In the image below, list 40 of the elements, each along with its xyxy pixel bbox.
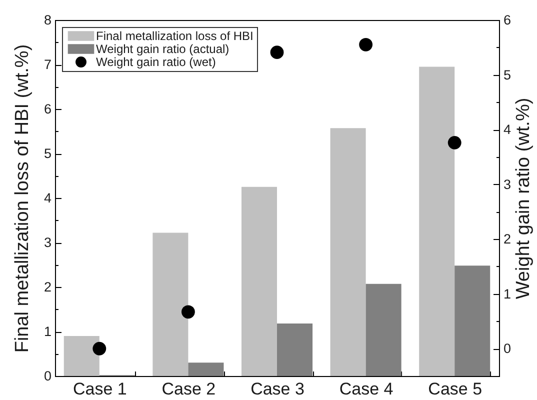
y-tick-label: 7 xyxy=(44,57,52,72)
legend-label: Weight gain ratio (actual) xyxy=(96,42,230,56)
y2-axis-title: Weight gain ratio (wt.%) xyxy=(513,98,534,300)
y-tick-label: 3 xyxy=(44,235,52,250)
bar xyxy=(64,336,100,376)
y-tick-label: 5 xyxy=(44,146,52,161)
point xyxy=(181,305,195,319)
y-tick-label: 4 xyxy=(44,190,52,206)
x-tick-label: Case 4 xyxy=(339,380,394,398)
y-tick-label: 2 xyxy=(44,280,52,294)
y2-tick-label: 4 xyxy=(504,122,512,138)
legend-label: Weight gain ratio (wet) xyxy=(96,55,216,69)
bar xyxy=(277,323,313,376)
bar xyxy=(454,266,490,376)
y-axis-title: Final metallization loss of HBI (wt.%) xyxy=(12,44,33,353)
y-tick-label: 6 xyxy=(44,102,52,116)
point xyxy=(92,342,106,356)
y2-tick-label: 0 xyxy=(504,341,512,356)
x-tick-label: Case 1 xyxy=(72,380,127,398)
point xyxy=(448,136,462,150)
y-tick-label: 0 xyxy=(44,368,52,384)
legend-label: Final metallization loss of HBI xyxy=(96,29,254,43)
bar xyxy=(366,284,402,376)
y-tick-label: 1 xyxy=(44,324,52,339)
bar xyxy=(241,186,277,376)
bar xyxy=(188,362,224,376)
y2-tick-label: 3 xyxy=(504,176,512,192)
bar xyxy=(152,232,188,376)
x-tick-label: Case 2 xyxy=(162,380,216,398)
y2-tick-label: 5 xyxy=(504,67,512,82)
y2-tick-label: 1 xyxy=(504,286,512,302)
x-tick-label: Case 3 xyxy=(250,380,304,398)
y-tick-label: 8 xyxy=(44,12,52,28)
bar xyxy=(330,128,366,376)
point xyxy=(270,46,284,60)
x-tick-label: Case 5 xyxy=(428,380,482,398)
y2-tick-label: 6 xyxy=(504,12,512,28)
y2-tick-label: 2 xyxy=(504,232,512,247)
point xyxy=(359,38,373,52)
bar xyxy=(419,66,455,376)
